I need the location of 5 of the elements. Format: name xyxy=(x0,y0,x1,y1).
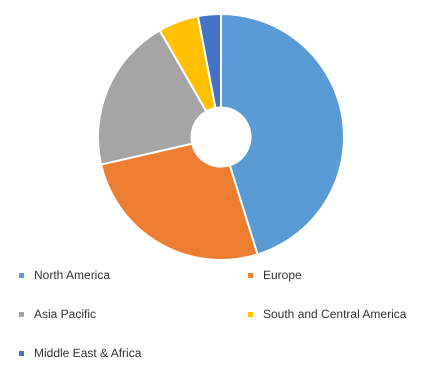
legend-label: North America xyxy=(34,268,110,282)
legend-label: Asia Pacific xyxy=(34,307,96,321)
legend-label: Middle East & Africa xyxy=(34,346,142,360)
legend-label: Europe xyxy=(263,268,302,282)
legend-label: South and Central America xyxy=(263,307,406,321)
